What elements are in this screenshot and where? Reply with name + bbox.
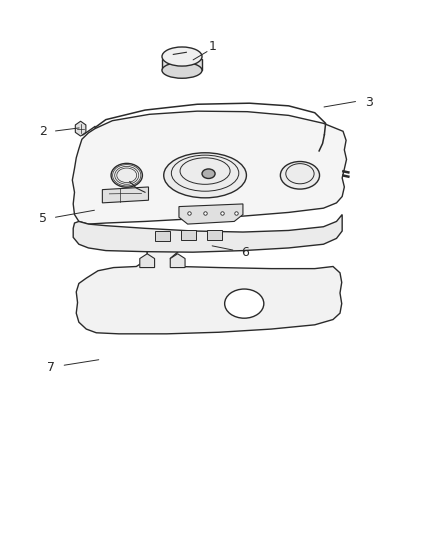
Text: 6: 6 <box>241 246 249 259</box>
Text: 1: 1 <box>208 40 216 53</box>
Text: 7: 7 <box>47 361 56 374</box>
Ellipse shape <box>162 62 202 78</box>
Ellipse shape <box>111 164 142 187</box>
Polygon shape <box>73 215 342 252</box>
Text: 2: 2 <box>39 125 47 138</box>
Polygon shape <box>72 111 346 224</box>
Polygon shape <box>76 245 342 334</box>
Ellipse shape <box>162 47 202 66</box>
Ellipse shape <box>164 153 247 198</box>
Ellipse shape <box>202 169 215 179</box>
Polygon shape <box>102 187 148 203</box>
Text: 5: 5 <box>39 212 47 225</box>
Polygon shape <box>170 254 185 268</box>
Ellipse shape <box>280 161 320 189</box>
Polygon shape <box>140 254 155 268</box>
Polygon shape <box>207 230 223 240</box>
Text: 3: 3 <box>365 95 373 109</box>
Ellipse shape <box>225 289 264 318</box>
Polygon shape <box>179 204 243 224</box>
Polygon shape <box>162 59 202 70</box>
Polygon shape <box>181 230 196 240</box>
Polygon shape <box>155 231 170 240</box>
Polygon shape <box>75 121 86 136</box>
